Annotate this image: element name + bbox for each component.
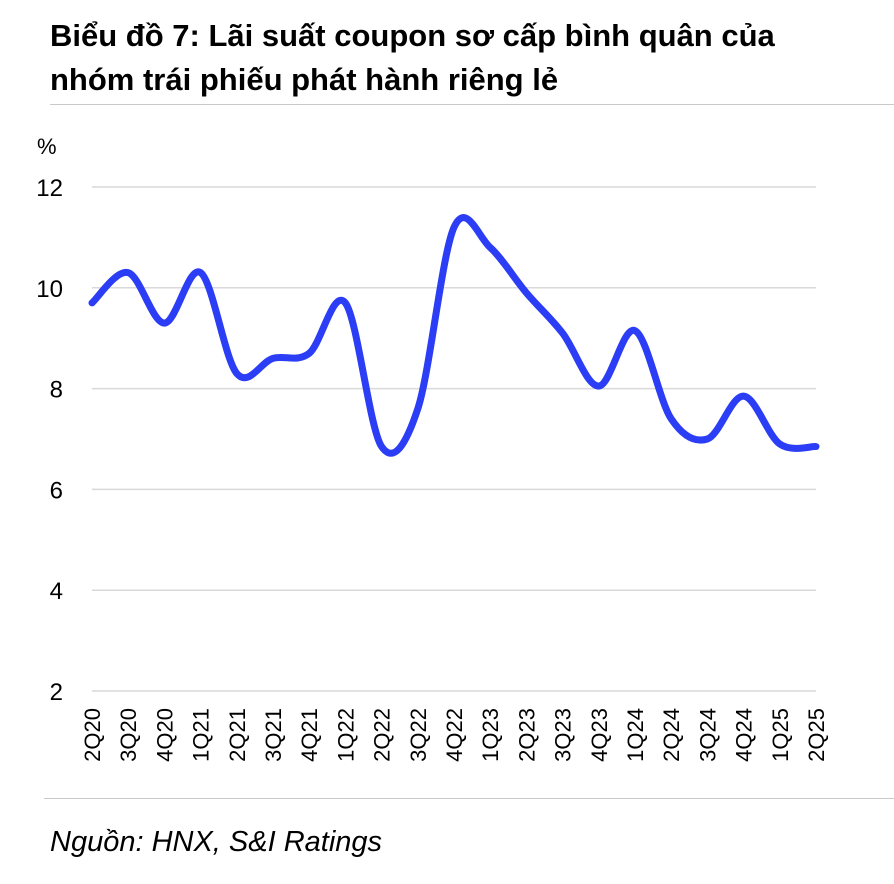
line-chart: 2 4 6 8 10 12 % 2Q20 3Q20 4Q20 1Q21 2Q21 3Q21 4Q21 1… [36,134,829,762]
chart-title-line-1: Biểu đồ 7: Lãi suất coupon sơ cấp bình q… [50,18,775,53]
chart-title-line-2: nhóm trái phiếu phát hành riêng lẻ [50,62,559,97]
y-tick-label: 10 [36,276,63,303]
bottom-divider [44,798,894,799]
y-axis-ticks: 2 4 6 8 10 12 [36,175,63,706]
x-tick-label: 2Q25 [804,708,829,762]
x-tick-label: 4Q22 [442,708,467,762]
x-tick-label: 4Q23 [587,708,612,762]
x-tick-label: 4Q20 [152,708,177,762]
x-tick-label: 2Q20 [80,708,105,762]
x-tick-label: 3Q24 [695,708,720,762]
x-tick-label: 2Q22 [370,708,395,762]
y-tick-label: 4 [50,578,63,605]
x-tick-label: 2Q21 [225,708,250,762]
x-tick-label: 3Q21 [261,708,286,762]
x-tick-label: 2Q24 [659,708,684,762]
y-tick-label: 6 [50,477,63,504]
data-points [91,227,817,447]
x-tick-label: 4Q24 [732,708,757,762]
series-line [88,214,820,457]
gridlines [92,186,816,692]
x-tick-label: 3Q20 [116,708,141,762]
x-tick-label: 3Q22 [406,708,431,762]
y-tick-label: 2 [50,679,63,706]
y-axis-unit-label: % [37,134,57,159]
x-tick-label: 1Q25 [768,708,793,762]
top-divider [50,104,894,105]
y-tick-label: 8 [50,377,63,404]
chart-title: Biểu đồ 7: Lãi suất coupon sơ cấp bình q… [50,14,870,102]
source-note: Nguồn: HNX, S&I Ratings [50,826,383,858]
x-tick-label: 1Q22 [333,708,358,762]
x-tick-label: 3Q23 [551,708,576,762]
x-tick-label: 2Q23 [514,708,539,762]
x-axis-ticks: 2Q20 3Q20 4Q20 1Q21 2Q21 3Q21 4Q21 1Q22 2Q22 3Q22… [80,708,829,762]
x-tick-label: 4Q21 [297,708,322,762]
y-tick-label: 12 [36,175,63,202]
x-tick-label: 1Q23 [478,708,503,762]
x-tick-label: 1Q21 [189,708,214,762]
x-tick-label: 1Q24 [623,708,648,762]
